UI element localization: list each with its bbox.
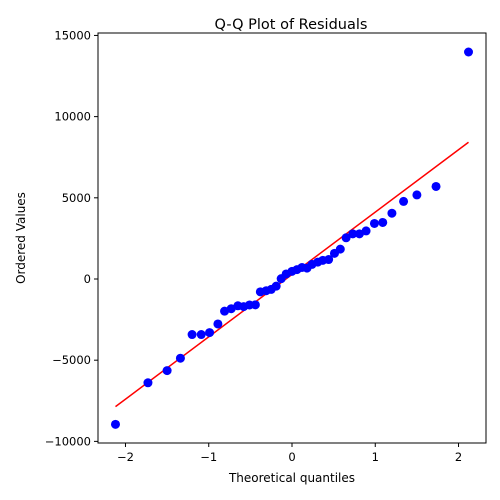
- data-point-13: [250, 300, 260, 310]
- data-point-17: [271, 281, 281, 291]
- data-point-1: [143, 378, 153, 388]
- x-tick-label: 2: [455, 450, 462, 464]
- data-point-7: [213, 319, 223, 329]
- data-point-29: [335, 244, 345, 254]
- data-point-2: [162, 366, 172, 376]
- x-tick-label: −2: [117, 450, 134, 464]
- data-point-3: [175, 353, 185, 363]
- data-points: [110, 47, 474, 429]
- data-point-30: [341, 233, 351, 243]
- y-tick-label: 0: [84, 272, 91, 286]
- y-tick-label: 10000: [54, 110, 91, 124]
- y-tick-label: 15000: [54, 28, 91, 42]
- data-point-6: [205, 328, 215, 338]
- data-point-36: [387, 208, 397, 218]
- data-point-33: [361, 226, 371, 236]
- data-point-37: [399, 196, 409, 206]
- data-point-4: [187, 330, 197, 340]
- x-axis-label: Theoretical quantiles: [228, 471, 355, 485]
- data-point-40: [464, 47, 474, 57]
- y-tick-label: −10000: [45, 434, 91, 448]
- data-point-0: [110, 419, 120, 429]
- data-point-27: [324, 255, 334, 265]
- y-tick-label: −5000: [52, 353, 91, 367]
- y-tick-label: 5000: [62, 191, 91, 205]
- data-point-35: [378, 217, 388, 227]
- x-axis-ticks: −2 −1 0 1 2: [117, 443, 462, 464]
- data-point-39: [431, 181, 441, 191]
- data-point-5: [196, 330, 206, 340]
- y-axis-label: Ordered Values: [14, 192, 28, 284]
- x-tick-label: 1: [372, 450, 379, 464]
- data-point-38: [412, 190, 422, 200]
- data-point-34: [369, 218, 379, 228]
- plot-area-frame: [97, 32, 487, 444]
- x-tick-label: −1: [200, 450, 217, 464]
- x-tick-label: 0: [288, 450, 295, 464]
- y-axis-ticks: −10000 −5000 0 5000 10000 15000: [45, 28, 98, 448]
- data-point-31: [348, 229, 358, 239]
- chart-title: Q-Q Plot of Residuals: [215, 17, 368, 33]
